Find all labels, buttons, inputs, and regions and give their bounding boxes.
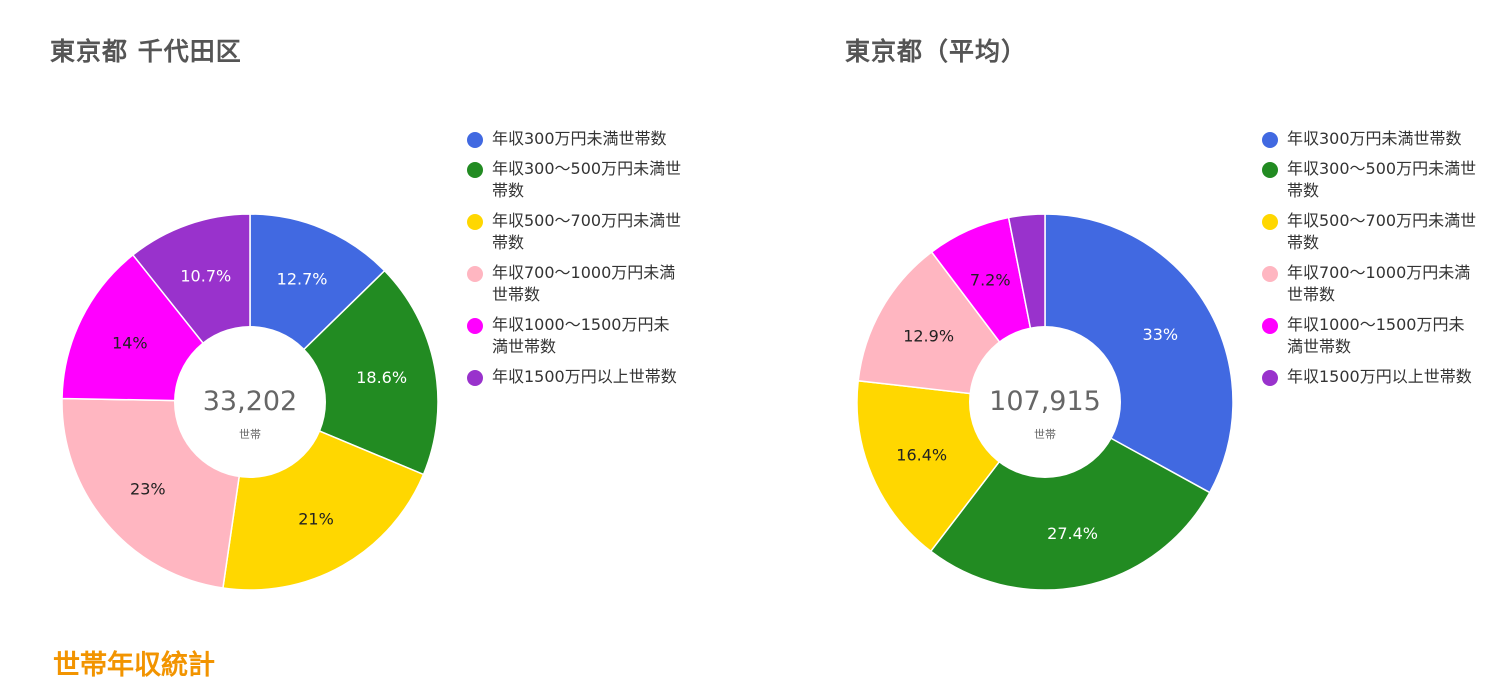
legend-swatch — [467, 370, 483, 386]
legend-label: 年収300万円未満世帯数 — [492, 129, 667, 148]
legend-swatch — [467, 162, 483, 178]
legend-label: 年収700～1000万円未満世帯数 — [492, 263, 676, 304]
slice-value-label: 18.6% — [356, 368, 407, 387]
legend-swatch — [1262, 318, 1278, 334]
legend-label: 年収300万円未満世帯数 — [1287, 129, 1462, 148]
center-unit: 世帯 — [1034, 428, 1056, 441]
legend-item[interactable]: 年収300万円未満世帯数 — [1260, 128, 1477, 150]
legend-item[interactable]: 年収700～1000万円未満世帯数 — [1260, 262, 1477, 306]
chart-panel-tokyo-average: 東京都（平均） 33% 27.4% 16.4% 12.9% 7.2% 107,915 世帯 … — [795, 0, 1494, 620]
center-total: 33,202 — [203, 386, 297, 417]
legend-swatch — [1262, 370, 1278, 386]
slice-value-label: 7.2% — [970, 271, 1011, 290]
slice-value-label: 23% — [130, 480, 166, 499]
chart-panel-chiyoda: 東京都 千代田区 12.7% 18.6% 21% 23% 14% 10.7% 33,202 世… — [0, 0, 740, 620]
legend-label: 年収1500万円以上世帯数 — [492, 367, 677, 386]
legend-label: 年収300～500万円未満世帯数 — [492, 159, 682, 200]
legend-label: 年収500～700万円未満世帯数 — [492, 211, 682, 252]
donut-hole — [174, 326, 326, 478]
slice-value-label: 10.7% — [180, 266, 231, 285]
legend-item[interactable]: 年収300万円未満世帯数 — [465, 128, 682, 150]
legend-label: 年収700～1000万円未満世帯数 — [1287, 263, 1471, 304]
legend-label: 年収1000～1500万円未満世帯数 — [1287, 315, 1465, 356]
legend-swatch — [1262, 132, 1278, 148]
slice-value-label: 12.7% — [277, 270, 328, 289]
legend-swatch — [467, 214, 483, 230]
legend-item[interactable]: 年収1000～1500万円未満世帯数 — [1260, 314, 1477, 358]
legend-label: 年収1000～1500万円未満世帯数 — [492, 315, 670, 356]
donut-hole — [969, 326, 1121, 478]
legend-swatch — [1262, 266, 1278, 282]
chart-legend: 年収300万円未満世帯数年収300～500万円未満世帯数 年収500～700万円未… — [465, 128, 682, 396]
legend-item[interactable]: 年収1500万円以上世帯数 — [1260, 366, 1477, 388]
legend-swatch — [1262, 214, 1278, 230]
center-unit: 世帯 — [239, 428, 261, 441]
legend-item[interactable]: 年収700～1000万円未満世帯数 — [465, 262, 682, 306]
chart-title: 東京都（平均） — [845, 37, 1028, 66]
slice-value-label: 21% — [298, 510, 334, 529]
legend-swatch — [1262, 162, 1278, 178]
slice-value-label: 16.4% — [896, 445, 947, 464]
legend-label: 年収500～700万円未満世帯数 — [1287, 211, 1477, 252]
donut-chart: 33% 27.4% 16.4% 12.9% 7.2% 107,915 世帯 — [856, 213, 1234, 591]
slice-value-label: 14% — [112, 334, 148, 353]
slice-value-label: 27.4% — [1047, 524, 1098, 543]
section-heading: 世帯年収統計 — [53, 650, 215, 681]
slice-value-label: 12.9% — [903, 327, 954, 346]
legend-swatch — [467, 266, 483, 282]
legend-label: 年収300～500万円未満世帯数 — [1287, 159, 1477, 200]
legend-item[interactable]: 年収300～500万円未満世帯数 — [1260, 158, 1477, 202]
slice-value-label: 33% — [1143, 325, 1179, 344]
center-total: 107,915 — [989, 386, 1101, 417]
legend-item[interactable]: 年収500～700万円未満世帯数 — [465, 210, 682, 254]
pie-slice[interactable] — [248, 269, 439, 476]
legend-swatch — [467, 318, 483, 334]
donut-chart: 12.7% 18.6% 21% 23% 14% 10.7% 33,202 世帯 — [61, 213, 439, 591]
legend-item[interactable]: 年収1000～1500万円未満世帯数 — [465, 314, 682, 358]
legend-item[interactable]: 年収1500万円以上世帯数 — [465, 366, 682, 388]
pie-slice[interactable] — [929, 401, 1211, 591]
chart-legend: 年収300万円未満世帯数年収300～500万円未満世帯数 年収500～700万円未… — [1260, 128, 1477, 396]
legend-item[interactable]: 年収500～700万円未満世帯数 — [1260, 210, 1477, 254]
legend-item[interactable]: 年収300～500万円未満世帯数 — [465, 158, 682, 202]
legend-label: 年収1500万円以上世帯数 — [1287, 367, 1472, 386]
legend-swatch — [467, 132, 483, 148]
chart-title: 東京都 千代田区 — [50, 37, 242, 66]
